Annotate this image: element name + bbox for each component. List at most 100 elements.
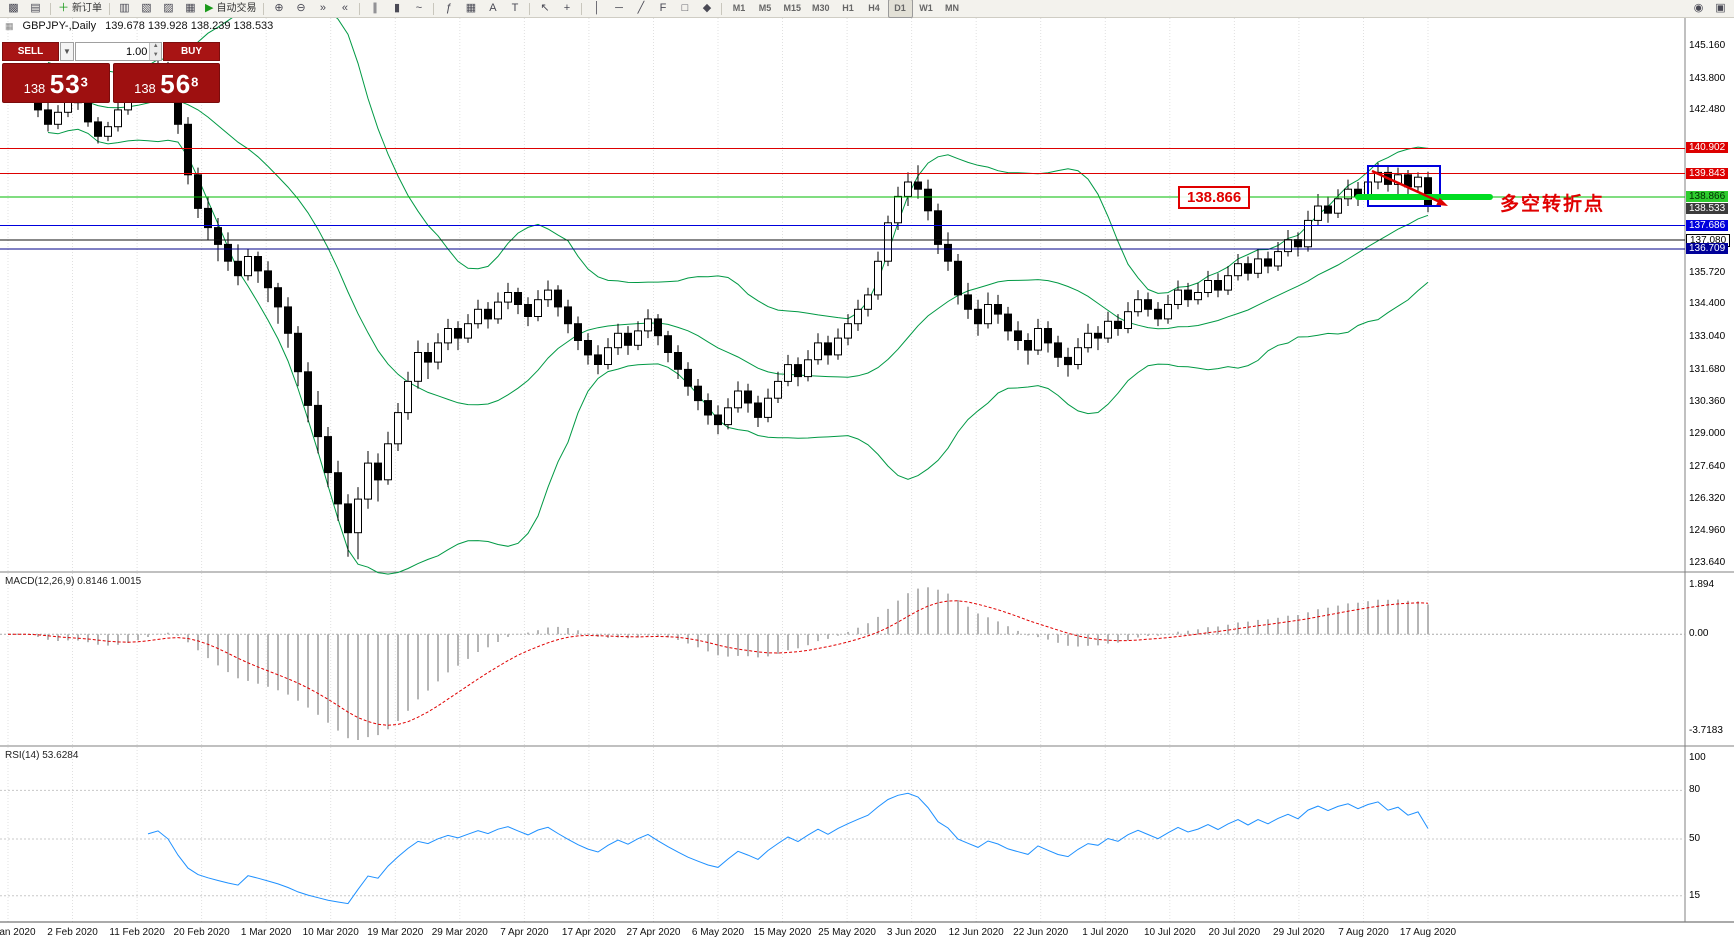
- arrows-icon: ◆: [702, 2, 712, 14]
- line-chart-icon: ~: [415, 2, 423, 14]
- toolbar-separator: [721, 2, 723, 15]
- candlestick-chart-icon: ▮: [393, 2, 400, 14]
- timeframe-h1-button[interactable]: H1: [842, 3, 854, 13]
- volume-input[interactable]: [76, 43, 150, 60]
- new-chart-icon: ▩: [8, 2, 19, 14]
- price-callout-object[interactable]: 138.866: [1178, 186, 1251, 209]
- toolbar-separator: [263, 2, 265, 15]
- autotrading-button[interactable]: ▶ 自动交易: [202, 0, 259, 17]
- ask-main: 56: [160, 69, 192, 99]
- timeframe-m5-button[interactable]: M5: [758, 3, 772, 13]
- bar-chart-button[interactable]: ∥: [364, 0, 385, 17]
- bid-prefix: 138: [23, 81, 46, 96]
- help-button[interactable]: ▣: [1710, 0, 1731, 17]
- timeframe-m30-button[interactable]: M30: [811, 3, 830, 13]
- chart-profiles-button[interactable]: ▤: [25, 0, 46, 17]
- timeframe-m15-button[interactable]: M15: [783, 3, 801, 13]
- timeframe-m1-button[interactable]: M1: [732, 3, 746, 13]
- zoom-out-button[interactable]: ⊖: [290, 0, 311, 17]
- navigator-icon: ▨: [163, 2, 174, 14]
- shapes-button[interactable]: □: [674, 0, 695, 17]
- volume-stepper[interactable]: ▲ ▼: [149, 43, 161, 60]
- terminal-icon: ▦: [185, 2, 196, 14]
- horizontal-line-icon: ─: [615, 2, 623, 14]
- data-window-button[interactable]: ▧: [136, 0, 157, 17]
- annotation-text-object[interactable]: 多空转折点: [1500, 194, 1606, 215]
- volume-dropdown-button[interactable]: ▼: [60, 42, 74, 61]
- navigator-button[interactable]: ▨: [158, 0, 179, 17]
- toolbar-separator: [581, 2, 583, 15]
- label-tool-button[interactable]: T: [504, 0, 525, 17]
- ohlc-values: 139.678 139.928 138.239 138.533: [105, 20, 274, 32]
- buy-button[interactable]: BUY: [163, 42, 220, 61]
- rsi-indicator-label: RSI(14) 53.6284: [5, 750, 79, 761]
- toolbar-separator: [359, 2, 361, 15]
- text-tool-button[interactable]: A: [482, 0, 503, 17]
- autotrading-button-label: 自动交易: [216, 3, 257, 14]
- autotrading-icon: ▶: [205, 2, 214, 14]
- symbol-period-label: GBPJPY-,Daily: [22, 20, 97, 32]
- macd-indicator-label: MACD(12,26,9) 0.8146 1.0015: [5, 576, 142, 587]
- step-up-icon[interactable]: ▲: [150, 43, 161, 52]
- terminal-button[interactable]: ▦: [180, 0, 201, 17]
- indicators-icon: ƒ: [445, 2, 453, 14]
- text-tool-icon: A: [489, 2, 497, 14]
- bid-main: 53: [49, 69, 81, 99]
- horizontal-line-button[interactable]: ─: [608, 0, 629, 17]
- bar-chart-icon: ∥: [372, 2, 378, 14]
- help-icon: ▣: [1715, 2, 1726, 14]
- fibonacci-icon: F: [659, 2, 667, 14]
- shapes-icon: □: [681, 2, 689, 14]
- new-order-icon: ＋: [58, 2, 69, 14]
- crosshair-tool-icon: +: [563, 2, 571, 14]
- chart-shift-icon: «: [341, 2, 349, 14]
- market-watch-icon: ▥: [119, 2, 130, 14]
- fibonacci-button[interactable]: F: [652, 0, 673, 17]
- new-order-button-label: 新订单: [72, 3, 102, 14]
- market-watch-button[interactable]: ▥: [114, 0, 135, 17]
- ask-pip: 8: [191, 74, 199, 90]
- sell-button[interactable]: SELL: [2, 42, 59, 61]
- toolbar-separator: [109, 2, 110, 15]
- toolbar: ▩ ▤ ＋新订单 ▥ ▧ ▨ ▦ ▶ 自动交易 ⊕ ⊖ » « ∥ ▮ ~ ƒ ▦ A T ↖ + │ ─ ╱ F □ ◆ M1 M5 M1…: [0, 0, 1734, 18]
- candlestick-chart-button[interactable]: ▮: [386, 0, 407, 17]
- chevron-down-icon: ▼: [63, 47, 71, 56]
- line-chart-button[interactable]: ~: [408, 0, 429, 17]
- scroll-to-end-icon: »: [319, 2, 327, 14]
- timeframe-w1-button[interactable]: W1: [919, 3, 933, 13]
- trendline-icon: ╱: [637, 2, 645, 14]
- zoom-in-button[interactable]: ⊕: [268, 0, 289, 17]
- toolbar-separator: [529, 2, 531, 15]
- grid-icon: ▦: [465, 2, 477, 14]
- new-order-button[interactable]: ＋新订单: [55, 0, 105, 17]
- crosshair-tool-button[interactable]: +: [556, 0, 577, 17]
- chart-icon: ▦: [5, 20, 14, 31]
- timeframe-h4-button[interactable]: H4: [868, 3, 880, 13]
- step-down-icon[interactable]: ▼: [150, 51, 161, 60]
- cursor-tool-button[interactable]: ↖: [534, 0, 555, 17]
- chart-shift-button[interactable]: «: [334, 0, 355, 17]
- scroll-to-end-button[interactable]: »: [312, 0, 333, 17]
- toolbar-separator: [433, 2, 435, 15]
- zoom-in-icon: ⊕: [274, 2, 284, 14]
- indicators-button[interactable]: ƒ: [438, 0, 459, 17]
- bid-pip: 3: [80, 74, 88, 90]
- sell-price-panel[interactable]: 138 533: [2, 63, 110, 103]
- zoom-out-icon: ⊖: [296, 2, 306, 14]
- vertical-line-icon: │: [593, 2, 601, 14]
- ask-prefix: 138: [134, 81, 156, 96]
- trendline-button[interactable]: ╱: [630, 0, 651, 17]
- timeframe-mn-button[interactable]: MN: [945, 3, 959, 13]
- chart-profiles-icon: ▤: [30, 2, 41, 14]
- arrows-button[interactable]: ◆: [696, 0, 717, 17]
- vertical-line-button[interactable]: │: [586, 0, 607, 17]
- new-chart-button[interactable]: ▩: [3, 0, 24, 17]
- one-click-trading-panel: SELL ▼ ▲ ▼ BUY 138 533 138 568: [2, 42, 220, 103]
- search-button[interactable]: ◉: [1688, 0, 1709, 17]
- grid-button[interactable]: ▦: [460, 0, 481, 17]
- buy-price-panel[interactable]: 138 568: [112, 63, 220, 103]
- chart-info-line: ▦ GBPJPY-,Daily 139.678 139.928 138.239 …: [5, 20, 273, 32]
- timeframe-d1-button[interactable]: D1: [887, 0, 913, 18]
